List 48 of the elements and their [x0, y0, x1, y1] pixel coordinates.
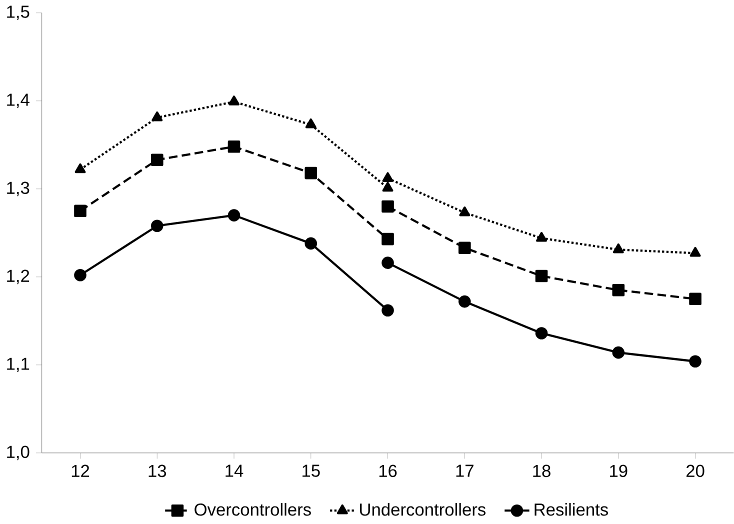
x-tick-label: 17	[456, 464, 474, 477]
x-tick-label: 13	[148, 464, 166, 478]
point	[689, 355, 702, 368]
y-tick-label: 1,4	[7, 94, 30, 108]
point	[612, 284, 625, 296]
point	[535, 327, 548, 340]
point	[150, 154, 164, 166]
point	[74, 268, 86, 282]
point	[228, 96, 240, 106]
y-tick-label: 1,1	[7, 358, 30, 372]
point	[612, 346, 625, 359]
point	[74, 204, 86, 218]
y-tick-label: 1,0	[7, 446, 30, 460]
point	[382, 200, 394, 213]
legend-label: Resilients	[534, 503, 608, 516]
legend-label: Overcontrollers	[194, 503, 311, 516]
y-tick-label: 1,5	[7, 6, 30, 20]
x-tick-label: 15	[302, 464, 320, 477]
point	[304, 166, 318, 180]
x-tick-label: 12	[72, 464, 90, 477]
point	[74, 163, 86, 174]
y-tick-label: 1,3	[7, 182, 30, 196]
x-tick-label: 19	[610, 464, 628, 478]
point	[228, 140, 240, 153]
point	[536, 232, 547, 242]
legend-label: Undercontrollers	[360, 503, 486, 516]
point	[382, 304, 394, 316]
point	[150, 220, 164, 232]
x-tick-label: 16	[379, 464, 397, 478]
y-tick-label: 1,2	[7, 270, 30, 284]
point	[382, 256, 394, 269]
point	[535, 270, 548, 282]
x-tick-label: 14	[226, 464, 244, 477]
point	[382, 232, 394, 246]
point	[458, 242, 471, 254]
point	[459, 206, 470, 216]
point	[689, 292, 702, 306]
point	[382, 182, 394, 192]
x-tick-label: 18	[533, 464, 550, 478]
point	[382, 172, 394, 182]
point	[152, 111, 163, 122]
point	[690, 246, 701, 257]
point	[304, 237, 318, 250]
point	[458, 295, 471, 308]
point	[228, 209, 240, 222]
point	[612, 243, 624, 254]
point	[305, 118, 316, 128]
x-tick-label: 20	[686, 464, 704, 478]
